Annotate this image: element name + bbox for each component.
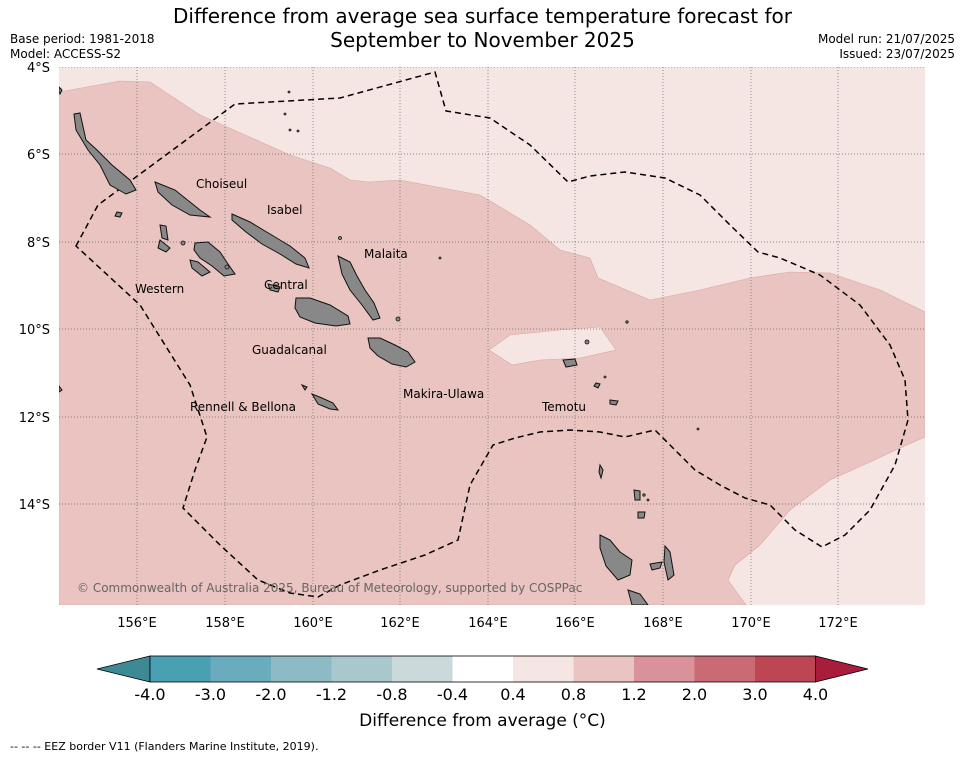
- lat-label: 6°S: [27, 148, 50, 163]
- colorbar-swatch: [150, 656, 211, 682]
- lon-label: 162°E: [380, 616, 420, 631]
- colorbar-tick-label: -3.0: [195, 685, 226, 704]
- colorbar-swatch: [634, 656, 695, 682]
- colorbar-swatch: [452, 656, 513, 682]
- colorbar: -4.0 -3.0 -2.0 -1.2 -0.8 -0.4 0.4 0.8 1.2 2.0 3.0 4…: [96, 655, 869, 704]
- colorbar-boxes: [96, 655, 869, 683]
- meta-left: Base period: 1981-2018 Model: ACCESS-S2: [10, 32, 155, 62]
- place-label-isabel: Isabel: [267, 203, 302, 217]
- latitude-labels: 4°S 6°S 8°S 10°S 12°S 14°S: [19, 61, 50, 513]
- island-vella: [159, 224, 169, 241]
- model-run: Model run: 21/07/2025: [817, 32, 955, 46]
- colorbar-tick-label: -0.4: [437, 685, 468, 704]
- island-makira: [367, 337, 416, 368]
- colorbar-ticks: -4.0 -3.0 -2.0 -1.2 -0.8 -0.4 0.4 0.8 1.2 2.0 3.0 4…: [134, 685, 828, 704]
- colorbar-swatch: [210, 656, 271, 682]
- colorbar-swatch: [392, 656, 453, 682]
- lon-label: 164°E: [468, 616, 508, 631]
- small-islets: [180, 90, 700, 502]
- title-line-2: September to November 2025: [330, 28, 635, 52]
- island-w-edge: [59, 385, 63, 393]
- island-choiseul-2: [154, 181, 212, 218]
- island-choiseul: [73, 112, 137, 195]
- place-label-temotu: Temotu: [541, 400, 586, 414]
- lon-label: 172°E: [818, 616, 858, 631]
- colorbar-tick-label: -0.8: [376, 685, 407, 704]
- island-central: [267, 283, 281, 293]
- island-kolom: [157, 239, 171, 253]
- place-label-makira: Makira-Ulawa: [403, 387, 484, 401]
- colorbar-tick-label: -1.2: [316, 685, 347, 704]
- colorbar-swatch: [694, 656, 755, 682]
- lon-label: 160°E: [293, 616, 333, 631]
- title-line-1: Difference from average sea surface temp…: [172, 4, 792, 28]
- island-vanikoro: [609, 399, 619, 406]
- island-nw-edge: [59, 86, 63, 96]
- eez-legend-footer: -- -- -- EEZ border V11 (Flanders Marine…: [10, 740, 319, 753]
- meta-right: Model run: 21/07/2025 Issued: 23/07/2025: [818, 32, 955, 62]
- lon-label: 156°E: [117, 616, 157, 631]
- lat-label: 12°S: [19, 411, 50, 426]
- island-rendova: [189, 259, 211, 277]
- colorbar-swatch: [755, 656, 816, 682]
- map: Choiseul Isabel Malaita Western Central …: [19, 61, 925, 631]
- place-label-choiseul: Choiseul: [196, 177, 247, 191]
- colorbar-tick-label: 3.0: [742, 685, 767, 704]
- colorbar-swatch: [513, 656, 574, 682]
- lon-label: 168°E: [643, 616, 683, 631]
- island-banks-1: [633, 489, 641, 501]
- colorbar-outline: [149, 655, 816, 683]
- anomaly-band-medium: [59, 80, 925, 605]
- colorbar-tick-label: 0.8: [561, 685, 586, 704]
- colorbar-tick-label: 0.4: [500, 685, 525, 704]
- colorbar-swatch: [271, 656, 332, 682]
- colorbar-tick-label: -4.0: [134, 685, 165, 704]
- island-malekula: [627, 589, 649, 605]
- chart-title: Difference from average sea surface temp…: [0, 4, 965, 52]
- island-torres: [598, 463, 604, 480]
- colorbar-low-extend: [96, 655, 151, 683]
- island-isabel: [231, 213, 310, 269]
- colorbar-swatch: [331, 656, 392, 682]
- island-guadalcanal: [294, 297, 351, 327]
- colorbar-tick-label: 4.0: [803, 685, 828, 704]
- anomaly-band-light-patch: [488, 326, 617, 366]
- colorbar-tick-label: 1.2: [621, 685, 646, 704]
- colorbar-tick-label: 2.0: [682, 685, 707, 704]
- place-label-guadalcanal: Guadalcanal: [252, 343, 327, 357]
- island-rennell: [310, 392, 340, 411]
- island-rennell-2: [300, 383, 308, 391]
- place-label-central: Central: [264, 278, 308, 292]
- place-label-western: Western: [135, 282, 184, 296]
- model-name: Model: ACCESS-S2: [10, 47, 122, 61]
- longitude-labels: 156°E 158°E 160°E 162°E 164°E 166°E 168°…: [117, 616, 858, 631]
- island-maewo: [663, 544, 675, 581]
- colorbar-tick-label: -2.0: [255, 685, 286, 704]
- island-santa-cruz: [562, 358, 578, 368]
- lat-label: 10°S: [19, 323, 50, 338]
- eez-border: [75, 71, 909, 598]
- lat-label: 4°S: [27, 61, 50, 76]
- issued-date: Issued: 23/07/2025: [839, 47, 955, 61]
- land-masses: [59, 86, 675, 605]
- colorbar-title: Difference from average (°C): [359, 711, 606, 731]
- lon-label: 170°E: [731, 616, 771, 631]
- island-shortland: [114, 211, 123, 218]
- map-area: [59, 67, 925, 605]
- lat-label: 14°S: [19, 498, 50, 513]
- island-malaita: [337, 255, 381, 321]
- place-label-malaita: Malaita: [364, 247, 408, 261]
- colorbar-high-extend: [815, 655, 869, 683]
- colorbar-swatch: [573, 656, 634, 682]
- lat-label: 8°S: [27, 236, 50, 251]
- island-ambae: [649, 561, 663, 571]
- lon-label: 158°E: [205, 616, 245, 631]
- place-label-rennell: Rennell & Bellona: [190, 400, 296, 414]
- island-banks-2: [637, 511, 646, 519]
- base-period: Base period: 1981-2018: [10, 32, 155, 46]
- island-utupua: [593, 382, 601, 389]
- island-espiritu-santo: [599, 534, 633, 581]
- lon-label: 166°E: [555, 616, 595, 631]
- copyright-text: © Commonwealth of Australia 2025, Bureau…: [77, 581, 582, 595]
